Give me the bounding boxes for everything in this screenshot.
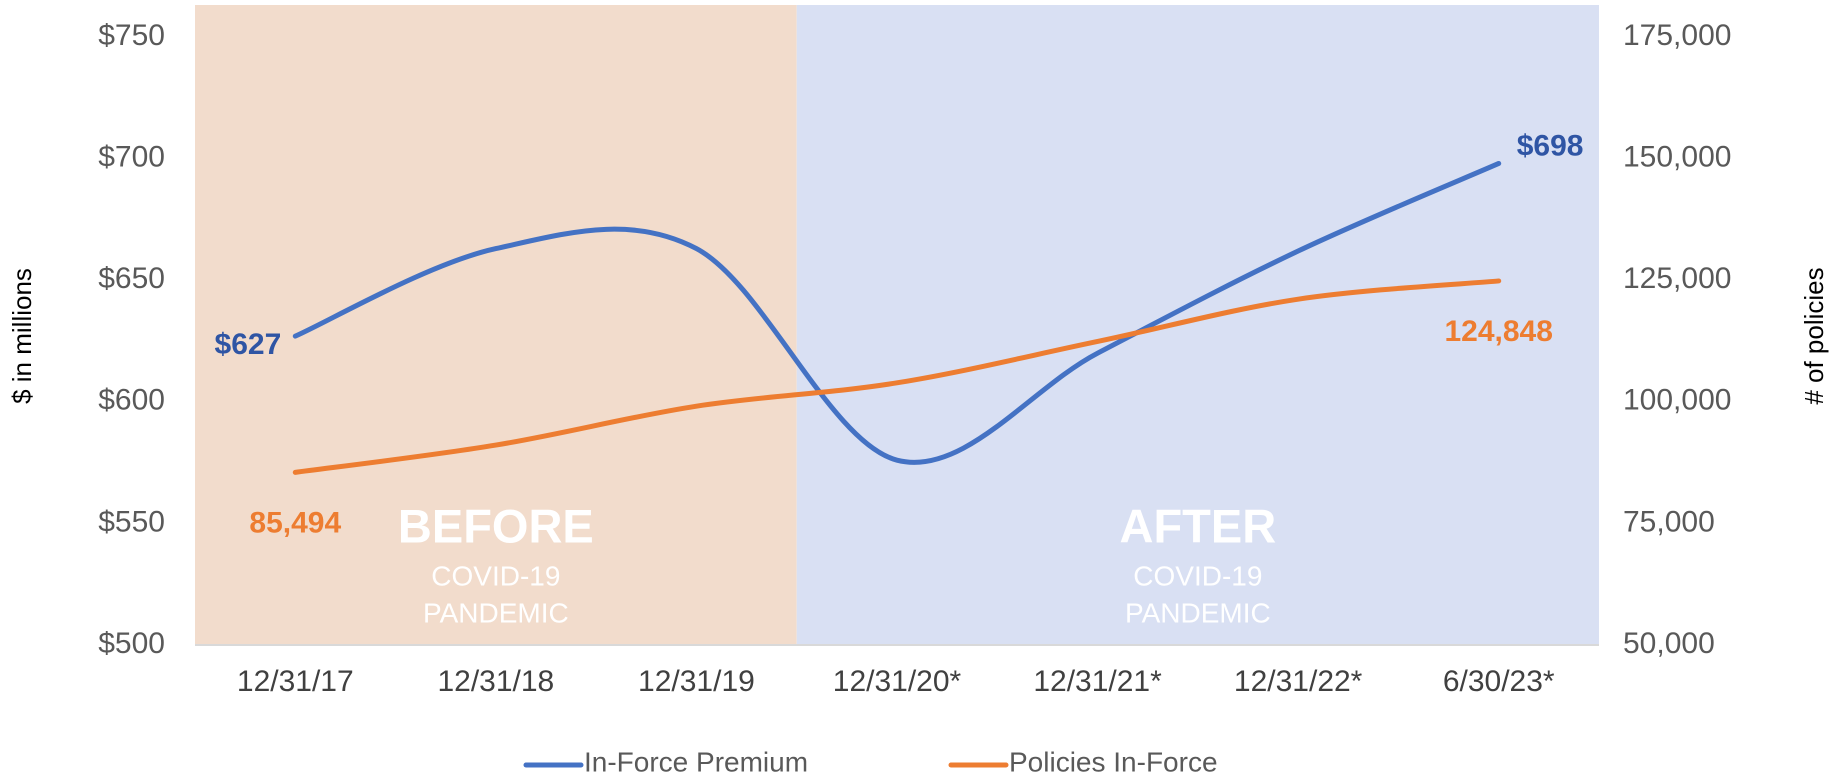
region bbox=[195, 5, 797, 645]
y2-tick-label: 50,000 bbox=[1623, 627, 1715, 660]
region-sublabel: COVID-19 bbox=[431, 560, 560, 591]
region bbox=[796, 5, 1599, 645]
y2-tick-label: 150,000 bbox=[1623, 141, 1731, 174]
line bbox=[292, 160, 1502, 465]
data-label: $627 bbox=[215, 328, 282, 361]
legend-label: Policies In-Force bbox=[1009, 746, 1218, 775]
y-tick-label: $700 bbox=[98, 141, 165, 174]
y-tick-label: $600 bbox=[98, 384, 165, 417]
y2-tick-label: 125,000 bbox=[1623, 262, 1731, 295]
region-label: AFTER bbox=[1120, 499, 1277, 552]
line bbox=[292, 278, 1502, 475]
y-tick-label: $750 bbox=[98, 19, 165, 52]
x-tick-label: 12/31/21* bbox=[1033, 665, 1162, 698]
y2-tick-label: 75,000 bbox=[1623, 505, 1715, 538]
x-tick-label: 12/31/18 bbox=[437, 665, 554, 698]
x-tick-label: 6/30/23* bbox=[1443, 665, 1555, 698]
x-tick-label: 12/31/17 bbox=[237, 665, 354, 698]
y2-tick-label: 100,000 bbox=[1623, 384, 1731, 417]
data-label: 85,494 bbox=[249, 506, 341, 539]
region-sublabel: PANDEMIC bbox=[423, 597, 569, 628]
region-label: BEFORE bbox=[398, 499, 594, 552]
x-tick-label: 12/31/19 bbox=[638, 665, 755, 698]
legend-label: In-Force Premium bbox=[584, 746, 808, 775]
y-tick-label: $650 bbox=[98, 262, 165, 295]
region-sublabel: PANDEMIC bbox=[1125, 597, 1271, 628]
y-tick-label: $500 bbox=[98, 627, 165, 660]
y-tick-label: $550 bbox=[98, 505, 165, 538]
region-sublabel: COVID-19 bbox=[1133, 560, 1262, 591]
x-tick-label: 12/31/20* bbox=[833, 665, 962, 698]
y2-axis-label: # of policies bbox=[1799, 267, 1829, 404]
data-label: $698 bbox=[1517, 129, 1584, 162]
y2-tick-label: 175,000 bbox=[1623, 19, 1731, 52]
data-label: 124,848 bbox=[1444, 315, 1552, 348]
x-tick-label: 12/31/22* bbox=[1234, 665, 1363, 698]
y-axis-label: $ in millions bbox=[7, 268, 37, 404]
